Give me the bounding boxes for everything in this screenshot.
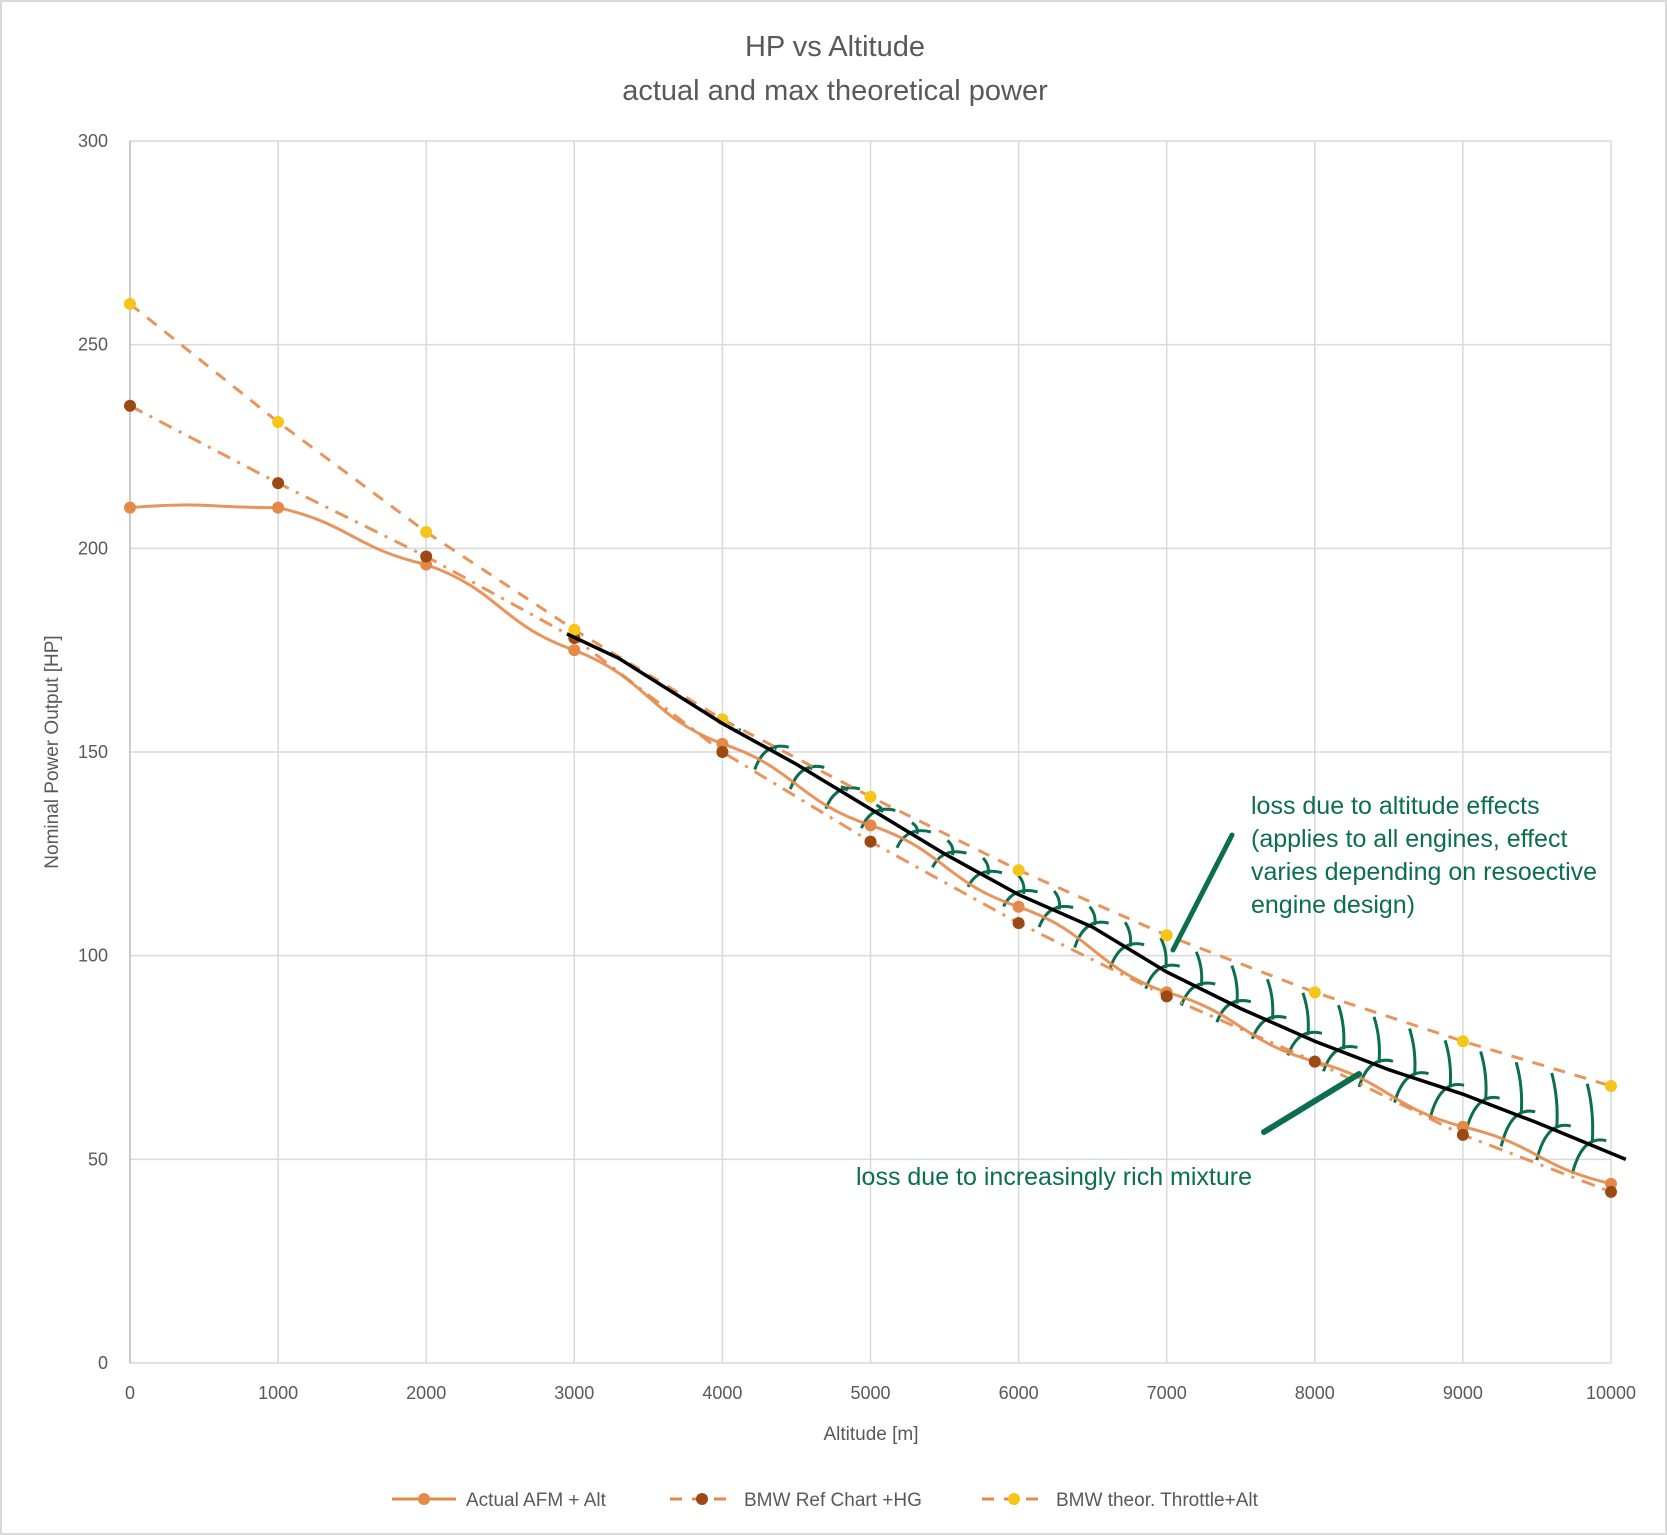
- annotation-pointer-stroke: [1170, 832, 1235, 953]
- data-point: [272, 501, 285, 514]
- data-point: [1308, 986, 1321, 999]
- data-point: [124, 297, 136, 310]
- data-point: [1012, 917, 1025, 930]
- y-tick-label: 0: [98, 1353, 108, 1373]
- x-tick-label: 1000: [258, 1383, 298, 1403]
- hatch-stroke-altitude: [981, 856, 990, 875]
- annotation-pointer-stroke: [1261, 1071, 1362, 1135]
- x-tick-label: 10000: [1586, 1383, 1636, 1403]
- hatch-stroke-altitude: [1159, 937, 1168, 969]
- chart-subtitle: actual and max theoretical power: [622, 75, 1048, 107]
- hatch-stroke-altitude: [1408, 1028, 1417, 1076]
- y-tick-label: 200: [78, 538, 108, 558]
- y-tick-label: 100: [78, 946, 108, 966]
- data-point: [124, 501, 136, 514]
- y-tick-label: 300: [78, 131, 108, 151]
- x-tick-label: 7000: [1147, 1383, 1187, 1403]
- data-point: [864, 790, 877, 803]
- y-tick-label: 150: [78, 742, 108, 762]
- hatch-stroke-mixture: [1428, 1082, 1465, 1119]
- x-tick-label: 2000: [406, 1383, 446, 1403]
- hatch-stroke-altitude: [911, 821, 919, 835]
- legend-label: Actual AFM + Alt: [466, 1490, 607, 1511]
- data-point: [1456, 1128, 1469, 1141]
- data-point: [864, 835, 877, 848]
- data-point: [1012, 864, 1025, 877]
- legend-label: BMW Ref Chart +HG: [744, 1490, 922, 1511]
- legend: Actual AFM + Alt BMW Ref Chart +HG BMW the…: [392, 1490, 1259, 1511]
- x-tick-label: 9000: [1443, 1383, 1483, 1403]
- x-tick-label: 5000: [850, 1383, 890, 1403]
- data-point: [420, 550, 433, 563]
- data-point: [1605, 1185, 1617, 1198]
- hand-drawn-line: [566, 632, 1627, 1161]
- hatch-stroke-altitude: [1265, 978, 1275, 1020]
- data-point: [568, 623, 581, 636]
- data-point: [716, 746, 729, 758]
- data-point: [568, 644, 581, 657]
- legend-marker: [696, 1493, 708, 1505]
- hatch-stroke-altitude: [1514, 1061, 1524, 1114]
- hatch-stroke-altitude: [1550, 1072, 1559, 1129]
- data-point: [272, 477, 285, 490]
- hatch-stroke-altitude: [1301, 992, 1310, 1036]
- x-tick-label: 3000: [554, 1383, 594, 1403]
- legend-label: BMW theor. Throttle+Alt: [1056, 1490, 1259, 1511]
- hatch-stroke-altitude: [1337, 1004, 1346, 1050]
- x-tick-label: 8000: [1295, 1383, 1335, 1403]
- chart-title: HP vs Altitude: [745, 31, 925, 63]
- legend-marker: [418, 1493, 430, 1505]
- x-axis-label: Altitude [m]: [823, 1424, 918, 1445]
- hatch-stroke-altitude: [1443, 1039, 1453, 1088]
- y-axis-label: Nominal Power Output [HP]: [42, 635, 63, 868]
- hatch-stroke-altitude: [1585, 1083, 1595, 1143]
- data-point: [1308, 1055, 1321, 1068]
- hatch-stroke-altitude: [1479, 1051, 1488, 1101]
- data-point: [124, 399, 136, 412]
- series-lines: [124, 297, 1617, 1198]
- annotation-line: engine design): [1251, 891, 1415, 919]
- y-tick-label: 50: [88, 1149, 108, 1169]
- data-point: [1456, 1035, 1469, 1048]
- annotation-line: loss due to altitude effects: [1251, 792, 1540, 820]
- hatch-stroke-altitude: [1372, 1016, 1381, 1064]
- x-tick-labels: 0 1000 2000 3000 4000 5000 6000 7000 8000 9000 100…: [125, 1383, 1636, 1403]
- hatch-stroke-mixture: [1535, 1123, 1572, 1161]
- annotation-line: loss due to increasingly rich mixture: [856, 1163, 1252, 1191]
- data-point: [420, 526, 433, 539]
- y-tick-label: 250: [78, 335, 108, 355]
- legend-marker: [1008, 1493, 1020, 1505]
- hatch-stroke-altitude: [1230, 964, 1239, 1004]
- data-point: [1160, 990, 1173, 1003]
- annotation-line: varies depending on resoective: [1251, 858, 1597, 886]
- data-point: [1605, 1080, 1617, 1093]
- data-point: [272, 416, 285, 429]
- hatch-stroke-altitude: [946, 839, 955, 856]
- x-tick-label: 4000: [702, 1383, 742, 1403]
- hatch-stroke-mixture: [1570, 1138, 1607, 1175]
- hatch-marks: [733, 728, 1607, 1175]
- annotation-rich-mixture: loss due to increasingly rich mixture: [856, 1071, 1362, 1191]
- hatch-stroke-altitude: [1194, 951, 1204, 987]
- annotation-line: (applies to all engines, effect: [1251, 825, 1567, 853]
- data-point: [864, 819, 877, 832]
- x-tick-label: 6000: [999, 1383, 1039, 1403]
- gridlines: [129, 140, 1612, 1364]
- x-tick-label: 0: [125, 1383, 135, 1403]
- y-tick-labels: 0 50 100 150 200 250 300: [78, 131, 108, 1373]
- annotation-altitude-effects: loss due to altitude effects (applies to…: [1170, 792, 1597, 953]
- data-point: [1012, 900, 1025, 913]
- data-point: [1160, 929, 1173, 942]
